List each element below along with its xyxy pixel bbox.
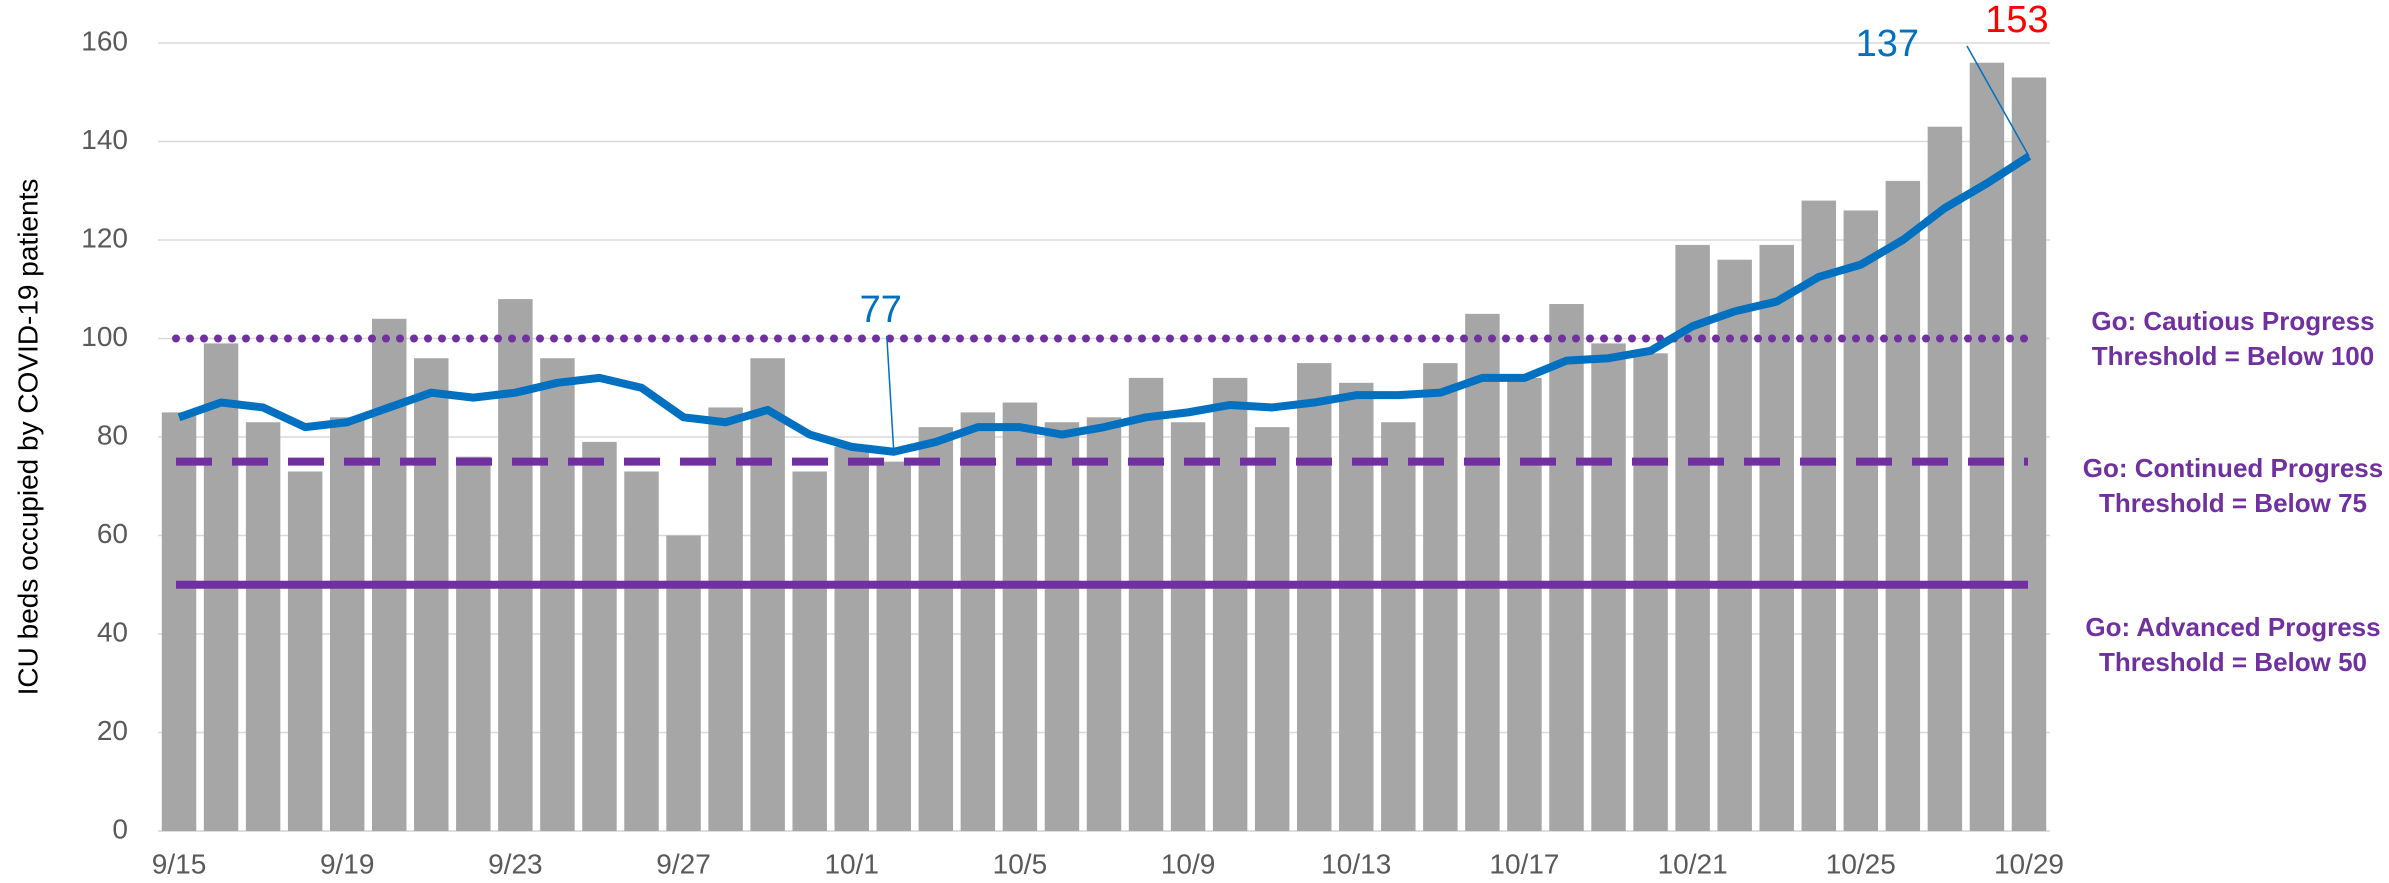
y-tick-label: 160 [81, 25, 128, 56]
bar [960, 412, 996, 831]
x-tick-label: 10/9 [1161, 848, 1216, 879]
x-tick-label: 10/17 [1489, 848, 1559, 879]
bar [1717, 259, 1752, 831]
threshold-label: Go: Cautious Progress Threshold = Below … [2091, 305, 2375, 371]
y-tick-label: 140 [81, 124, 128, 155]
bar [372, 318, 407, 831]
bar [834, 446, 869, 831]
bar [1465, 313, 1500, 831]
y-tick-label: 120 [81, 222, 128, 253]
bar [750, 358, 785, 831]
bar [161, 412, 197, 831]
x-tick-label: 9/15 [152, 848, 207, 879]
bar [1044, 422, 1080, 831]
bar [792, 471, 827, 831]
y-axis-title: ICU beds occupied by COVID-19 patients [12, 179, 43, 696]
bar [414, 358, 449, 831]
threshold-label: Go: Advanced Progress Threshold = Below … [2085, 611, 2381, 677]
data-label: 153 [1985, 0, 2048, 41]
y-tick-label: 80 [97, 419, 128, 450]
bar [1675, 244, 1710, 832]
data-label: 137 [1856, 23, 1919, 65]
x-tick-label: 10/13 [1321, 848, 1391, 879]
y-tick-label: 40 [97, 616, 128, 647]
leader-line [1966, 45, 2030, 157]
bar [1843, 210, 1879, 831]
x-tick-label: 10/5 [993, 848, 1048, 879]
bar [1254, 427, 1290, 831]
x-tick-label: 9/19 [320, 848, 375, 879]
bar [1927, 126, 1963, 832]
bar [918, 427, 954, 831]
x-tick-label: 10/29 [1994, 848, 2064, 879]
bar [1339, 382, 1374, 831]
bar [1170, 422, 1206, 831]
bar [1296, 363, 1332, 831]
leader-line [886, 335, 895, 452]
bar [1801, 200, 1836, 832]
bar [1002, 402, 1038, 831]
bar [1759, 244, 1794, 832]
threshold-label: Go: Continued Progress Threshold = Below… [2082, 452, 2384, 518]
bar [708, 407, 743, 831]
bar [1381, 422, 1416, 831]
data-label: 77 [860, 289, 902, 331]
bar [1507, 377, 1542, 831]
x-tick-label: 9/23 [488, 848, 543, 879]
bar [1885, 180, 1921, 831]
bar [329, 417, 365, 831]
x-tick-label: 10/1 [824, 848, 879, 879]
bar [2011, 77, 2047, 832]
bar [1128, 377, 1164, 831]
bar [876, 461, 912, 831]
y-tick-label: 60 [97, 518, 128, 549]
y-tick-label: 100 [81, 321, 128, 352]
y-tick-label: 20 [97, 715, 128, 746]
bar [287, 471, 323, 831]
bar [624, 471, 659, 831]
bar [1423, 363, 1458, 831]
bar [456, 456, 491, 831]
line [177, 152, 2032, 456]
bar [498, 299, 533, 832]
bar [245, 422, 281, 831]
bar [582, 441, 617, 831]
bar [1633, 353, 1668, 831]
x-tick-label: 9/27 [656, 848, 711, 879]
bar [666, 535, 701, 831]
bar [1549, 304, 1584, 831]
x-tick-label: 10/21 [1658, 848, 1728, 879]
bar [1212, 377, 1248, 831]
x-tick-label: 10/25 [1826, 848, 1896, 879]
bar [1086, 417, 1122, 831]
bar [540, 358, 575, 831]
y-tick-label: 0 [112, 813, 128, 844]
